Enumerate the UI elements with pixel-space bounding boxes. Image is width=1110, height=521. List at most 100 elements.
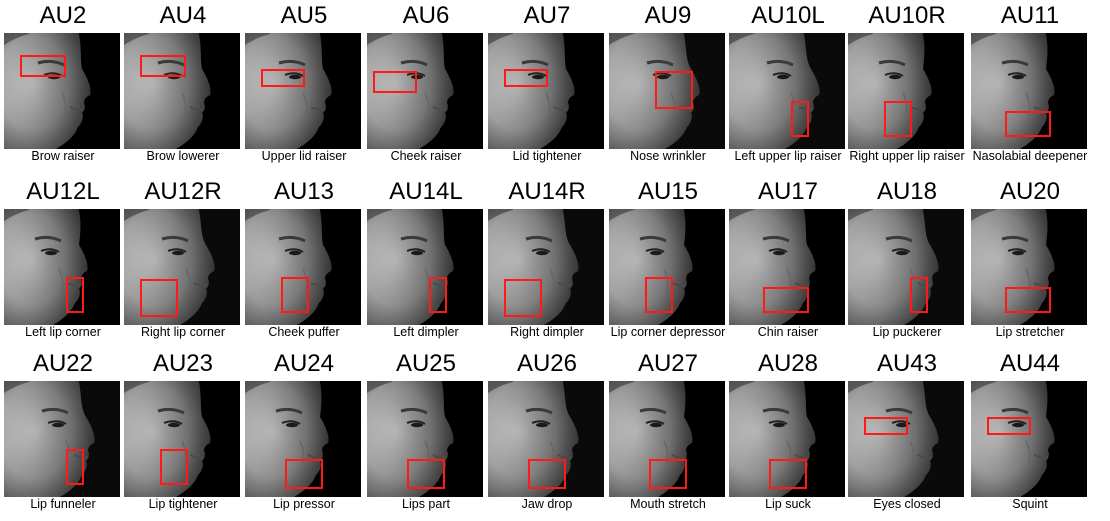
face-image (609, 209, 725, 325)
au-cell: AU7 Lid tightener (486, 0, 608, 172)
face-image (971, 209, 1087, 325)
region-highlight-box (66, 277, 84, 313)
au-label: Lid tightener (512, 149, 582, 163)
region-highlight-box (285, 459, 323, 489)
region-highlight-box (1005, 287, 1051, 313)
au-label: Left upper lip raiser (734, 149, 842, 163)
au-label: Chin raiser (757, 325, 819, 339)
au-cell: AU23 Lip tightener (122, 348, 244, 520)
region-highlight-box (504, 279, 542, 317)
region-highlight-box (281, 277, 309, 313)
face-image (124, 33, 240, 149)
au-code: AU9 (644, 2, 692, 29)
au-cell: AU28 Lip suck (727, 348, 849, 520)
region-highlight-box (407, 459, 445, 489)
au-label: Lip pressor (273, 497, 335, 511)
face-image (4, 33, 120, 149)
face-image (488, 33, 604, 149)
au-label: Left dimpler (393, 325, 459, 339)
au-label: Lip stretcher (995, 325, 1065, 339)
au-cell: AU6 Cheek raiser (365, 0, 487, 172)
au-code: AU10R (868, 2, 946, 29)
face-image (124, 381, 240, 497)
au-label: Cheek raiser (390, 149, 462, 163)
au-cell: AU11 Nasolabial deepener (969, 0, 1091, 172)
region-highlight-box (1005, 111, 1051, 137)
au-cell: AU4 Brow lowerer (122, 0, 244, 172)
region-highlight-box (66, 449, 84, 485)
au-code: AU18 (876, 178, 938, 205)
au-cell: AU12R Right lip corner (122, 176, 244, 348)
au-label: Lip puckerer (872, 325, 942, 339)
face-image (367, 381, 483, 497)
au-code: AU22 (32, 350, 94, 377)
region-highlight-box (910, 277, 928, 313)
face-image (848, 33, 964, 149)
au-label: Nose wrinkler (630, 149, 706, 163)
au-code: AU2 (39, 2, 87, 29)
au-cell: AU18 Lip puckerer (846, 176, 968, 348)
au-cell: AU5 Upper lid raiser (243, 0, 365, 172)
au-cell: AU17 Chin raiser (727, 176, 849, 348)
au-code: AU12R (144, 178, 222, 205)
face-image (245, 381, 361, 497)
au-code: AU20 (999, 178, 1061, 205)
au-label: Jaw drop (521, 497, 573, 511)
au-code: AU6 (402, 2, 450, 29)
au-code: AU12L (26, 178, 100, 205)
au-cell: AU14L Left dimpler (365, 176, 487, 348)
face-image (4, 381, 120, 497)
au-label: Eyes closed (873, 497, 941, 511)
face-image (609, 33, 725, 149)
region-highlight-box (140, 55, 186, 77)
au-label: Upper lid raiser (261, 149, 347, 163)
au-code: AU11 (1000, 2, 1060, 29)
region-highlight-box (864, 417, 908, 435)
au-code: AU5 (280, 2, 328, 29)
face-image (729, 33, 845, 149)
au-cell: AU44 Squint (969, 348, 1091, 520)
face-image (367, 209, 483, 325)
au-code: AU14L (389, 178, 463, 205)
au-code: AU24 (273, 350, 335, 377)
region-highlight-box (20, 55, 66, 77)
face-image (488, 381, 604, 497)
face-image (848, 209, 964, 325)
au-label: Nasolabial deepener (972, 149, 1088, 163)
au-code: AU23 (152, 350, 214, 377)
au-code: AU44 (999, 350, 1061, 377)
au-cell: AU15 Lip corner depressor (607, 176, 729, 348)
au-label: Lip corner depressor (610, 325, 726, 339)
region-highlight-box (373, 71, 417, 93)
au-code: AU17 (757, 178, 819, 205)
au-cell: AU24 Lip pressor (243, 348, 365, 520)
region-highlight-box (261, 69, 305, 87)
region-highlight-box (791, 101, 809, 137)
au-cell: AU27 Mouth stretch (607, 348, 729, 520)
face-image (609, 381, 725, 497)
au-label: Lips part (402, 497, 450, 511)
au-label: Left lip corner (25, 325, 101, 339)
au-code: AU14R (508, 178, 586, 205)
face-image (245, 209, 361, 325)
face-image (971, 33, 1087, 149)
au-code: AU10L (751, 2, 825, 29)
face-image (971, 381, 1087, 497)
region-highlight-box (769, 459, 807, 489)
au-label: Lip tightener (148, 497, 218, 511)
face-image (124, 209, 240, 325)
au-cell: AU22 Lip funneler (2, 348, 124, 520)
region-highlight-box (504, 69, 548, 87)
au-code: AU26 (516, 350, 578, 377)
au-cell: AU20 Lip stretcher (969, 176, 1091, 348)
au-cell: AU10R Right upper lip raiser (846, 0, 968, 172)
au-code: AU43 (876, 350, 938, 377)
au-cell: AU43 Eyes closed (846, 348, 968, 520)
au-cell: AU25 Lips part (365, 348, 487, 520)
au-label: Lip funneler (30, 497, 96, 511)
face-image (488, 209, 604, 325)
au-code: AU28 (757, 350, 819, 377)
au-label: Lip suck (765, 497, 811, 511)
face-image (367, 33, 483, 149)
